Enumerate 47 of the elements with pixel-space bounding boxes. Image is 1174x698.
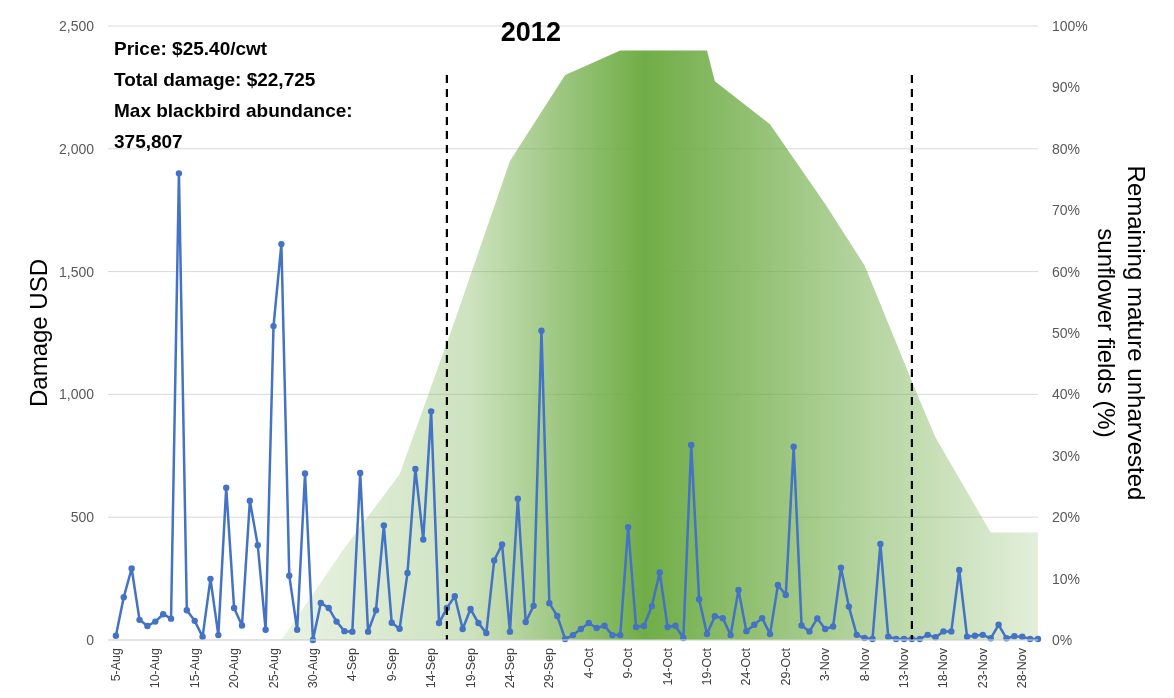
- x-tick-label: 9-Oct: [621, 647, 636, 679]
- y2-axis-title: Remaining mature unharvested sunflower fields (%): [1092, 165, 1150, 501]
- y2-tick-label: 60%: [1052, 263, 1081, 280]
- x-tick-label: 30-Aug: [305, 647, 320, 689]
- annotation: Total damage: $22,725: [114, 68, 316, 90]
- annotation: Max blackbird abundance: 375,807: [114, 99, 353, 152]
- x-tick-label: 29-Sep: [542, 647, 557, 689]
- chart-title: 2012: [500, 17, 561, 47]
- x-tick-label: 18-Nov: [936, 647, 951, 689]
- x-tick-label: 19-Oct: [699, 647, 714, 686]
- x-tick-label: 10-Aug: [148, 647, 163, 689]
- x-tick-label: 9-Sep: [384, 647, 399, 682]
- x-tick-label: 15-Aug: [187, 647, 202, 689]
- x-tick-label: 25-Aug: [266, 647, 281, 689]
- x-tick-label: 14-Sep: [424, 647, 439, 689]
- y-tick-label: 1,000: [58, 386, 95, 403]
- y2-tick-label: 100%: [1052, 18, 1088, 34]
- y-tick-label: 0: [86, 632, 95, 648]
- x-tick-label: 29-Oct: [778, 647, 793, 686]
- y2-tick-label: 0%: [1052, 632, 1073, 648]
- y2-tick-label: 20%: [1052, 509, 1081, 526]
- y2-tick-label: 80%: [1052, 140, 1081, 157]
- y2-tick-label: 90%: [1052, 79, 1081, 96]
- x-tick-label: 4-Sep: [345, 647, 360, 682]
- x-tick-label: 8-Nov: [857, 647, 872, 682]
- x-tick-label: 24-Oct: [739, 647, 754, 686]
- y2-tick-label: 10%: [1052, 570, 1081, 587]
- y-tick-label: 2,500: [58, 18, 95, 34]
- x-tick-label: 19-Sep: [463, 647, 478, 689]
- y-tick-label: 1,500: [58, 263, 95, 280]
- x-tick-label: 20-Aug: [227, 647, 242, 689]
- y2-tick-label: 70%: [1052, 202, 1081, 219]
- x-tick-label: 3-Nov: [818, 647, 833, 682]
- annotation: Price: $25.40/cwt: [114, 37, 268, 59]
- x-tick-label: 14-Oct: [660, 647, 675, 686]
- x-tick-label: 5-Aug: [108, 647, 123, 682]
- x-tick-label: 24-Sep: [502, 647, 517, 689]
- x-tick-label: 4-Oct: [581, 647, 596, 679]
- y2-tick-label: 30%: [1052, 447, 1081, 464]
- y-axis-title: Damage USD: [24, 258, 52, 408]
- y-tick-label: 500: [70, 509, 95, 526]
- y2-tick-label: 50%: [1052, 325, 1081, 341]
- x-tick-label: 13-Nov: [897, 647, 912, 689]
- y-tick-label: 2,000: [58, 140, 95, 157]
- y2-tick-label: 40%: [1052, 386, 1081, 403]
- x-tick-label: 28-Nov: [1015, 647, 1030, 689]
- x-tick-label: 23-Nov: [975, 647, 990, 689]
